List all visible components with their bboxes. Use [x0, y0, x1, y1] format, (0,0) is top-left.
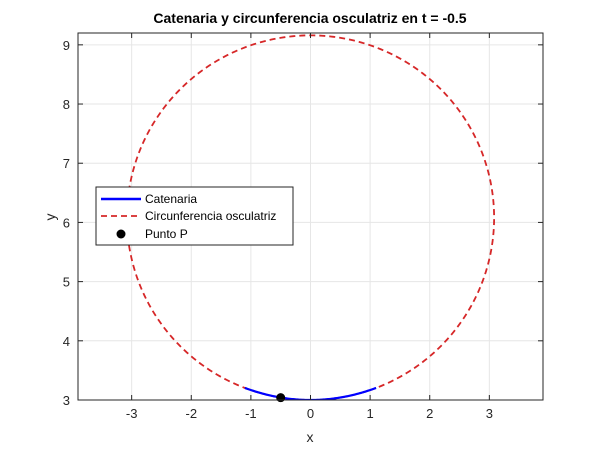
- x-tick-label: -3: [126, 406, 138, 421]
- x-tick-label: -2: [185, 406, 197, 421]
- y-tick-label: 7: [63, 156, 70, 171]
- x-tick-label: 1: [366, 406, 373, 421]
- y-tick-label: 5: [63, 275, 70, 290]
- legend-swatch-punto: [116, 229, 126, 239]
- y-axis-label: y: [42, 214, 58, 221]
- point-p-marker: [276, 393, 286, 403]
- x-tick-label: -1: [245, 406, 257, 421]
- legend-label-punto: Punto P: [145, 227, 188, 241]
- y-tick-label: 3: [63, 393, 70, 408]
- chart-title: Catenaria y circunferencia osculatriz en…: [153, 10, 466, 26]
- legend-box: [95, 186, 294, 246]
- x-tick-label: 0: [307, 406, 314, 421]
- y-tick-label: 9: [63, 38, 70, 53]
- series-catenaria: [244, 386, 377, 400]
- x-tick-label: 2: [426, 406, 433, 421]
- x-axis-label: x: [307, 429, 314, 445]
- legend-label-circunferencia: Circunferencia osculatriz: [145, 209, 276, 223]
- y-tick-label: 8: [63, 97, 70, 112]
- y-tick-label: 6: [63, 215, 70, 230]
- y-tick-label: 4: [63, 334, 70, 349]
- legend: Catenaria Circunferencia osculatriz Punt…: [95, 186, 294, 246]
- x-tick-label: 3: [486, 406, 493, 421]
- axis-ticks: -3 -2 -1 0 1 2 3 3 4 5 6 7 8 9: [63, 33, 543, 421]
- legend-label-catenaria: Catenaria: [145, 192, 197, 206]
